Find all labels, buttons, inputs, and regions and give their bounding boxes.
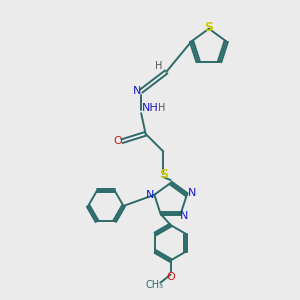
- Text: O: O: [113, 136, 122, 146]
- Text: N: N: [180, 211, 188, 221]
- Text: N: N: [188, 188, 196, 198]
- Text: S: S: [204, 21, 213, 34]
- Text: N: N: [146, 190, 154, 200]
- Text: H: H: [154, 61, 162, 71]
- Text: O: O: [166, 272, 175, 282]
- Text: H: H: [158, 103, 166, 113]
- Text: N: N: [133, 85, 141, 95]
- Text: CH₃: CH₃: [146, 280, 164, 290]
- Text: NH: NH: [142, 103, 159, 113]
- Text: S: S: [159, 168, 168, 181]
